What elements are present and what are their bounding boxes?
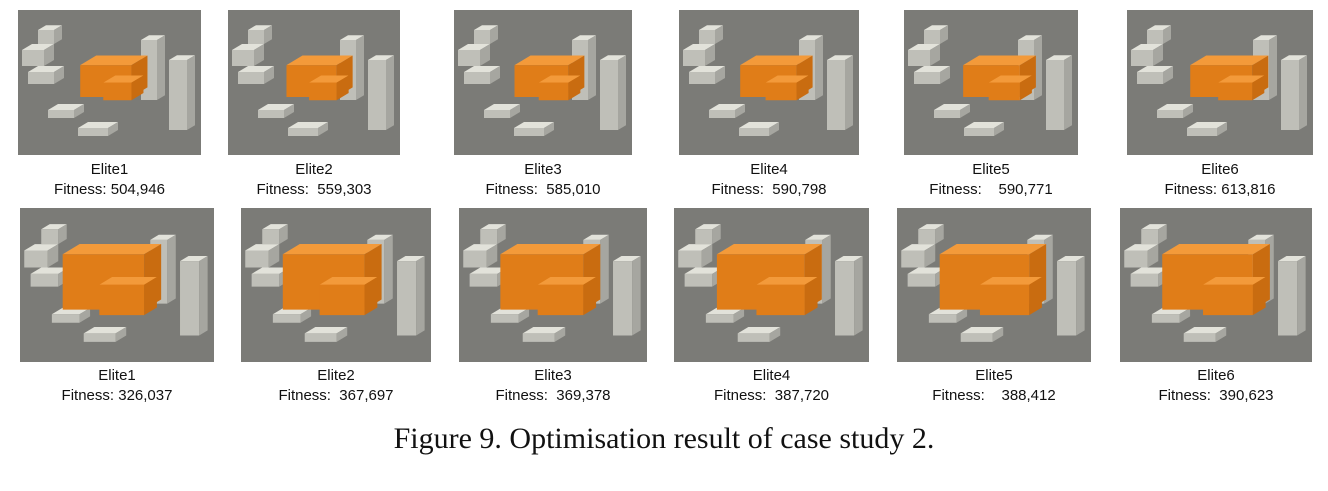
- elite-fitness: Fitness: 367,697: [278, 387, 394, 404]
- elite-label: Elite2 Fitness: 559,303: [208, 160, 420, 200]
- elite-label: Elite3 Fitness: 369,378: [439, 366, 667, 406]
- elite-name: Elite6: [1197, 367, 1235, 384]
- elite-cell-r1-5: Elite5 Fitness: 590,771: [904, 10, 1078, 198]
- elite-fitness: Fitness: 369,378: [495, 387, 611, 404]
- massing-render-image: [459, 208, 647, 362]
- elite-fitness: Fitness: 585,010: [485, 181, 601, 198]
- elite-fitness: Fitness: 390,623: [1158, 387, 1274, 404]
- elite-fitness: Fitness: 590,771: [929, 181, 1053, 198]
- elite-name: Elite1: [90, 161, 129, 178]
- elite-fitness: Fitness: 613,816: [1164, 181, 1276, 198]
- elite-name: Elite6: [1201, 161, 1239, 178]
- elite-cell-r2-5: Elite5 Fitness: 388,412: [897, 208, 1091, 404]
- elite-label: Elite5 Fitness: 388,412: [877, 366, 1111, 406]
- massing-render-image: [18, 10, 201, 155]
- massing-render-image: [1127, 10, 1313, 155]
- massing-render-image: [20, 208, 214, 362]
- massing-render-image: [674, 208, 869, 362]
- elite-name: Elite4: [752, 367, 791, 384]
- figure-caption: Figure 9. Optimisation result of case st…: [393, 422, 935, 455]
- massing-render-image: [897, 208, 1091, 362]
- elite-name: Elite1: [98, 367, 136, 384]
- elite-cell-r2-2: Elite2 Fitness: 367,697: [241, 208, 431, 404]
- elite-fitness: Fitness: 559,303: [256, 181, 372, 198]
- elite-cell-r2-1: Elite1 Fitness: 326,037: [20, 208, 214, 404]
- massing-render-image: [228, 10, 400, 155]
- massing-render-image: [241, 208, 431, 362]
- massing-render-image: [679, 10, 859, 155]
- elite-fitness: Fitness: 388,412: [932, 387, 1056, 404]
- elite-label: Elite6 Fitness: 390,623: [1100, 366, 1328, 406]
- massing-render-image: [454, 10, 632, 155]
- elite-fitness: Fitness: 504,946: [54, 181, 165, 198]
- elite-name: Elite5: [972, 161, 1010, 178]
- elite-fitness: Fitness: 590,798: [711, 181, 827, 198]
- elite-name: Elite2: [317, 367, 355, 384]
- elite-cell-r1-3: Elite3 Fitness: 585,010: [454, 10, 632, 198]
- elite-label: Elite3 Fitness: 585,010: [434, 160, 652, 200]
- elite-name: Elite2: [295, 161, 333, 178]
- elite-label: Elite5 Fitness: 590,771: [884, 160, 1098, 200]
- elite-label: Elite6 Fitness: 613,816: [1107, 160, 1328, 200]
- elite-cell-r1-6: Elite6 Fitness: 613,816: [1127, 10, 1313, 198]
- elite-cell-r1-4: Elite4 Fitness: 590,798: [679, 10, 859, 198]
- elite-name: Elite5: [975, 367, 1013, 384]
- elite-cell-r1-2: Elite2 Fitness: 559,303: [228, 10, 400, 198]
- elite-label: Elite4 Fitness: 590,798: [659, 160, 879, 200]
- elite-cell-r2-4: Elite4 Fitness: 387,720: [674, 208, 869, 404]
- elite-cell-r1-1: Elite1 Fitness: 504,946: [18, 10, 201, 198]
- elite-name: Elite3: [524, 161, 562, 178]
- elite-fitness: Fitness: 326,037: [61, 387, 173, 404]
- elite-fitness: Fitness: 387,720: [713, 387, 830, 404]
- elite-cell-r2-6: Elite6 Fitness: 390,623: [1120, 208, 1312, 404]
- elite-name: Elite3: [534, 367, 572, 384]
- elite-name: Elite4: [750, 161, 788, 178]
- massing-render-image: [1120, 208, 1312, 362]
- elite-label: Elite1 Fitness: 326,037: [0, 366, 234, 406]
- elite-cell-r2-3: Elite3 Fitness: 369,378: [459, 208, 647, 404]
- elite-label: Elite2 Fitness: 367,697: [221, 366, 451, 406]
- massing-render-image: [904, 10, 1078, 155]
- elite-label: Elite1 Fitness: 504,946: [0, 160, 221, 200]
- elite-label: Elite4 Fitness: 387,720: [654, 366, 889, 406]
